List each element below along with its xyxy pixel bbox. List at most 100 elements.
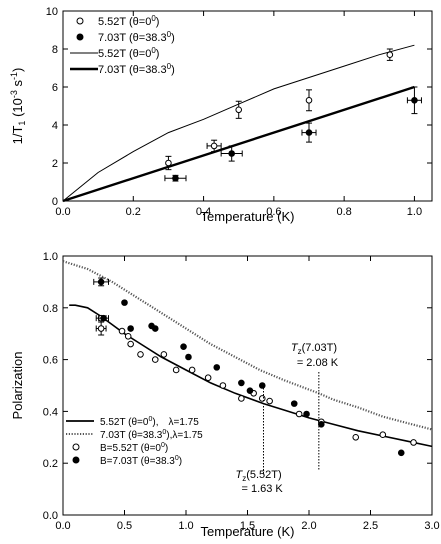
legend-label: B=7.03T (θ=38.30) — [100, 455, 182, 467]
data-point-open — [137, 351, 144, 358]
x-axis-ticks-top: 0.0 0.2 0.4 0.6 0.8 1.0 — [55, 11, 422, 218]
data-point-open — [410, 439, 417, 446]
data-point-filled — [97, 278, 105, 286]
legend-label: 5.52T (θ=00) — [98, 46, 159, 60]
y-tick-label: 0 — [52, 196, 58, 208]
legend-label: B=5.52T (θ=00) — [100, 442, 168, 454]
annotations-bottom: Tz(7.03T)= 2.08 KTz(5.52T)= 1.63 K — [235, 342, 338, 495]
y-tick-label: 10 — [46, 6, 58, 18]
y-tick-label: 1.0 — [43, 251, 58, 263]
data-point-open — [235, 106, 243, 114]
legend-label-sup: 0 — [167, 30, 172, 39]
data-point-filled — [397, 449, 405, 457]
y-tick-label: 6 — [52, 82, 58, 94]
data-point-open — [204, 374, 212, 382]
data-point-open — [219, 382, 227, 389]
x-tick-label: 0.2 — [126, 206, 141, 218]
x-axis-label-bottom: Temperature (K) — [201, 524, 295, 539]
legend-label: 7.03T (θ=38.30) — [98, 62, 175, 76]
data-point-filled — [151, 325, 159, 332]
legend-label-sup: 0 — [161, 442, 165, 449]
data-point-open — [266, 397, 273, 405]
series-line — [62, 44, 415, 202]
legend-label-close: ) — [165, 443, 168, 454]
legend-label-sup: 0 — [167, 62, 172, 71]
data-point-open — [238, 395, 245, 402]
x-tick-label: 2.0 — [301, 520, 316, 532]
legend-label: 5.52T (θ=00), λ=1.75 — [100, 416, 199, 428]
annotation-T: T — [291, 342, 299, 354]
x-tick-label: 1.5 — [240, 520, 255, 532]
data-point-filled — [172, 174, 179, 182]
legend-label-text: 7.03T (θ=38.3 — [98, 64, 167, 76]
x-tick-label: 1.0 — [178, 520, 193, 532]
data-point-filled — [258, 382, 266, 389]
legend-label-lambda: λ=1.75 — [168, 417, 199, 428]
data-point-open — [172, 366, 180, 374]
y-tick-label: 0.8 — [43, 303, 58, 315]
legend-label-close: ) — [171, 32, 175, 44]
data-point-open — [124, 332, 132, 340]
legend-label-close: ) — [171, 64, 175, 76]
legend-label-sup: 0 — [162, 429, 166, 436]
y-tick-label: 8 — [52, 44, 58, 56]
annotation-title: Tz(5.52T) — [235, 469, 281, 483]
y-tick-label: 0.6 — [43, 355, 58, 367]
data-point-open — [127, 340, 134, 348]
y-axis-label-top: 1/T1 (10-3 s-1) — [9, 68, 27, 145]
legend-marker-open — [76, 17, 84, 25]
data-point-filled — [185, 353, 192, 361]
chart-bottom-panel: 0.0 0.5 1.0 1.5 2.0 2.5 3.0 0.0 0.2 0.4 0.6 0.8 1.0… — [10, 251, 440, 539]
annotation-value: = 2.08 K — [297, 357, 339, 369]
legend-marker-open — [72, 443, 80, 451]
data-point-filled — [305, 129, 313, 136]
legend-marker-filled — [76, 33, 84, 41]
legend-label-text: 5.52T (θ=0 — [98, 48, 151, 60]
legend-top: 5.52T (θ=00)7.03T (θ=38.30)5.52T (θ=00)7… — [70, 14, 175, 76]
legend-label-text: 7.03T (θ=38.3 — [100, 430, 163, 441]
x-tick-label: 0.6 — [266, 206, 281, 218]
data-point-open — [118, 327, 126, 335]
data-point-filled — [303, 410, 310, 418]
legend-label-sup: 0 — [151, 14, 156, 23]
data-point-open — [352, 434, 360, 441]
data-point-filled — [180, 343, 187, 350]
legend-label-sup: 0 — [148, 416, 152, 423]
legend-label: 5.52T (θ=00) — [98, 14, 159, 28]
legend-label-close: ),λ=1.75 — [166, 430, 203, 441]
annotation-rest: (5.52T) — [246, 469, 281, 481]
legend-label: 7.03T (θ=38.30) — [98, 30, 175, 44]
annotation-sub: z — [242, 474, 246, 483]
data-point-open — [305, 97, 313, 104]
legend-label-close: ), — [152, 417, 158, 428]
y-tick-label: 0.4 — [43, 406, 58, 418]
data-point-open — [160, 351, 168, 358]
data-point-filled — [238, 379, 245, 387]
x-tick-label: 0.8 — [336, 206, 351, 218]
data-point-open — [188, 366, 196, 374]
legend-label: 7.03T (θ=38.30),λ=1.75 — [100, 429, 203, 441]
legend-label-sup: 0 — [151, 46, 156, 55]
x-tick-label: 3.0 — [424, 520, 439, 532]
y-axis-label-bottom: Polarization — [10, 352, 25, 420]
data-point-filled — [411, 97, 418, 104]
data-point-filled — [290, 400, 298, 407]
x-tick-label: 0.4 — [196, 206, 211, 218]
series-line — [62, 85, 415, 203]
y-tick-label: 0.2 — [43, 458, 58, 470]
annotation-value: = 1.63 K — [241, 483, 283, 495]
legend-label-text: B=7.03T (θ=38.3 — [100, 456, 175, 467]
annotation-T: T — [235, 469, 243, 481]
data-point-open — [258, 395, 266, 402]
y-tick-label: 4 — [52, 120, 58, 132]
legend-label-sup: 0 — [175, 455, 179, 462]
annotation-sub: z — [298, 347, 302, 356]
legend-label-text: 5.52T (θ=0 — [98, 16, 151, 28]
x-tick-label: 0.5 — [117, 520, 132, 532]
data-point-filled — [121, 299, 128, 306]
data-point-open — [97, 325, 105, 332]
data-point-filled — [228, 150, 235, 157]
series-layer-top — [62, 44, 422, 203]
